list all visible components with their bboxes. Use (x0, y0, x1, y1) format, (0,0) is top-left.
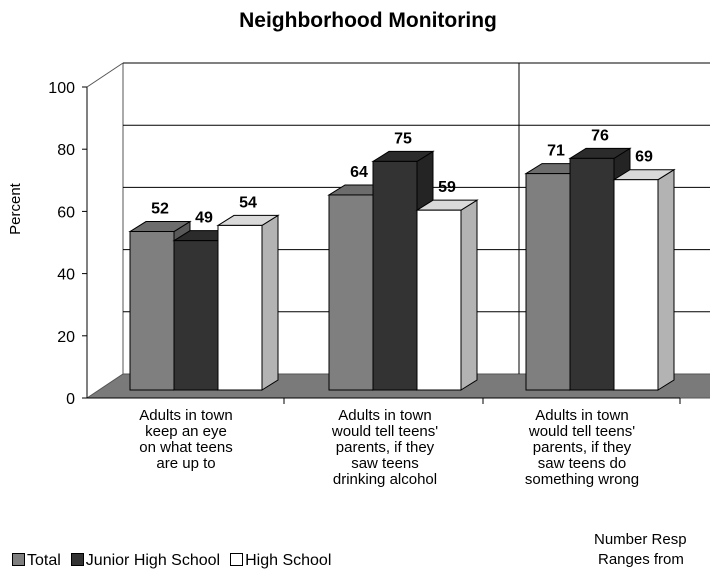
data-label: 71 (547, 143, 565, 160)
bar (216, 214, 280, 391)
category-label: Adults in town would tell teens' parents, … (525, 407, 639, 488)
y-tick-label: 60 (57, 204, 75, 221)
wall-edge (86, 62, 124, 88)
category-label: Adults in town keep an eye on what teens ar… (139, 407, 232, 472)
legend: Total Junior High School High School (12, 552, 341, 570)
legend-item: Total (12, 552, 61, 570)
y-tick-label: 20 (57, 329, 75, 346)
legend-item: High School (230, 552, 331, 570)
legend-swatch (70, 553, 84, 566)
legend-label: Total (27, 552, 61, 569)
legend-item: Junior High School (70, 552, 221, 570)
data-label: 69 (635, 149, 653, 166)
chart-title: Neighborhood Monitoring (239, 9, 497, 32)
bar (415, 199, 479, 391)
data-label: 54 (239, 194, 257, 211)
legend-swatch (230, 553, 244, 566)
y-tick-label: 80 (57, 142, 75, 159)
data-label: 52 (151, 201, 169, 218)
data-label: 76 (591, 127, 609, 144)
y-tick-label: 100 (48, 80, 75, 97)
legend-label: Junior High School (85, 552, 221, 569)
category-label: Adults in town would tell teens' parents, … (331, 407, 438, 488)
bar (612, 168, 676, 391)
y-tick-label: 40 (57, 267, 75, 284)
y-tick-label: 0 (66, 391, 75, 408)
y-axis-label: Percent (7, 182, 24, 235)
footnote-line-1: Number Resp (594, 531, 687, 548)
data-label: 59 (438, 179, 456, 196)
data-label: 64 (350, 164, 368, 181)
legend-swatch (12, 553, 25, 566)
data-label: 75 (394, 130, 412, 147)
legend-label: High School (245, 552, 332, 569)
data-label: 49 (195, 210, 213, 227)
footnote-line-2: Ranges from (598, 551, 684, 568)
